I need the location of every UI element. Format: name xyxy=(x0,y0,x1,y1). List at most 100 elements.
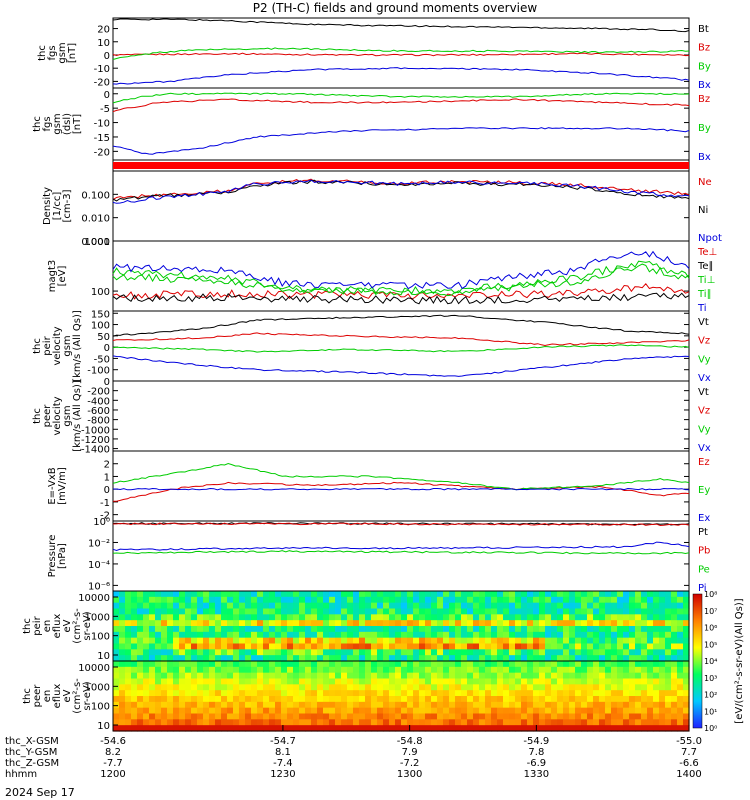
spectrogram-cell xyxy=(257,649,264,656)
spectrogram-cell xyxy=(383,620,390,627)
spectrogram-cell xyxy=(653,620,660,627)
spectrogram-cell xyxy=(371,690,378,697)
spectrogram-cell xyxy=(257,678,264,685)
spectrogram-cell xyxy=(257,719,264,726)
spectrogram-cell xyxy=(605,631,612,639)
spectrogram-cell xyxy=(425,666,432,674)
spectrogram-cell xyxy=(599,719,606,726)
spectrogram-cell xyxy=(581,701,588,709)
spectrogram-cell xyxy=(335,713,342,720)
spectrogram-cell xyxy=(545,690,552,697)
spectrogram-cell xyxy=(227,719,234,726)
spectrogram-cell xyxy=(209,725,216,732)
spectrogram-cell xyxy=(227,713,234,720)
spectrogram-cell xyxy=(311,690,318,697)
spectrogram-cell xyxy=(161,626,168,633)
spectrogram-cell xyxy=(443,596,450,604)
spectrogram-cell xyxy=(143,661,150,668)
spectrogram-cell xyxy=(599,637,606,645)
spectrogram-cell xyxy=(281,596,288,604)
spectrogram-cell xyxy=(209,602,216,610)
panel-frame xyxy=(112,310,690,382)
spectrogram-cell xyxy=(599,701,606,709)
spectrogram-cell xyxy=(437,631,444,639)
legend-entry: Pe xyxy=(698,564,710,575)
spectrogram-cell xyxy=(467,643,474,650)
spectrogram-cell xyxy=(263,596,270,604)
spectrogram-cell xyxy=(131,719,138,726)
spectrogram-cell xyxy=(269,707,276,715)
spectrogram-cell xyxy=(113,719,120,726)
spectrogram-cell xyxy=(197,666,204,674)
spectrogram-cell xyxy=(125,678,132,685)
spectrogram-cell xyxy=(557,602,564,610)
spectrogram-cell xyxy=(185,614,192,621)
spectrogram-cell xyxy=(515,620,522,627)
spectrogram-cell xyxy=(581,684,588,691)
spectrogram-cell xyxy=(629,701,636,709)
spectrogram-cell xyxy=(503,626,510,633)
spectrogram-cell xyxy=(173,643,180,650)
spectrogram-cell xyxy=(431,655,438,662)
spectrogram-cell xyxy=(209,690,216,697)
y-tick-label: -1000 xyxy=(81,425,110,436)
spectrogram-cell xyxy=(563,661,570,668)
series-line-Bx xyxy=(112,67,690,85)
spectrogram-cell xyxy=(209,713,216,720)
spectrogram-cell xyxy=(503,637,510,645)
spectrogram-cell xyxy=(353,678,360,685)
spectrogram-cell xyxy=(335,643,342,650)
spectrogram-cell xyxy=(203,678,210,685)
spectrogram-cell xyxy=(191,591,198,598)
spectrogram-cell xyxy=(293,672,300,680)
spectrogram-cell xyxy=(377,713,384,720)
spectrogram-cell xyxy=(317,719,324,726)
spectrogram-cell xyxy=(281,678,288,685)
spectrogram-cell xyxy=(479,591,486,598)
spectrogram-cell xyxy=(659,596,666,604)
spectrogram-cell xyxy=(575,696,582,703)
spectrogram-cell xyxy=(125,684,132,691)
spectrogram-cell xyxy=(587,614,594,621)
spectrogram-cell xyxy=(329,591,336,598)
spectrogram-cell xyxy=(323,608,330,615)
spectrogram-cell xyxy=(593,725,600,732)
spectrogram-cell xyxy=(401,713,408,720)
spectrogram-cell xyxy=(623,626,630,633)
spectrogram-cell xyxy=(209,701,216,709)
spectrogram-cell xyxy=(149,655,156,662)
spectrogram-cell xyxy=(191,620,198,627)
spectrogram-cell xyxy=(503,666,510,674)
spectrogram-cell xyxy=(335,696,342,703)
legend-entry: Te⊥ xyxy=(697,247,717,258)
spectrogram-cell xyxy=(491,637,498,645)
spectrogram-cell xyxy=(629,696,636,703)
spectrogram-cell xyxy=(305,608,312,615)
spectrogram-cell xyxy=(449,672,456,680)
spectrogram-cell xyxy=(413,620,420,627)
spectrogram-cell xyxy=(461,719,468,726)
spectrogram-cell xyxy=(329,626,336,633)
spectrogram-cell xyxy=(239,637,246,645)
spectrogram-cell xyxy=(173,591,180,598)
spectrogram-cell xyxy=(113,637,120,645)
spectrogram-cell xyxy=(131,678,138,685)
spectrogram-cell xyxy=(617,602,624,610)
spectrogram-cell xyxy=(293,602,300,610)
spectrogram-cell xyxy=(125,661,132,668)
spectrogram-cell xyxy=(425,637,432,645)
spectrogram-cell xyxy=(167,725,174,732)
colorbar-tick-label: 10¹ xyxy=(704,707,717,716)
y-axis-label: sr-eV) xyxy=(82,681,93,710)
spectrogram-cell xyxy=(137,719,144,726)
spectrogram-cell xyxy=(497,591,504,598)
spectrogram-cell xyxy=(113,591,120,598)
spectrogram-cell xyxy=(119,655,126,662)
spectrogram-cell xyxy=(587,649,594,656)
spectrogram-cell xyxy=(401,666,408,674)
spectrogram-cell xyxy=(293,596,300,604)
spectrogram-cell xyxy=(377,690,384,697)
spectrogram-cell xyxy=(683,620,690,627)
spectrogram-cell xyxy=(413,661,420,668)
